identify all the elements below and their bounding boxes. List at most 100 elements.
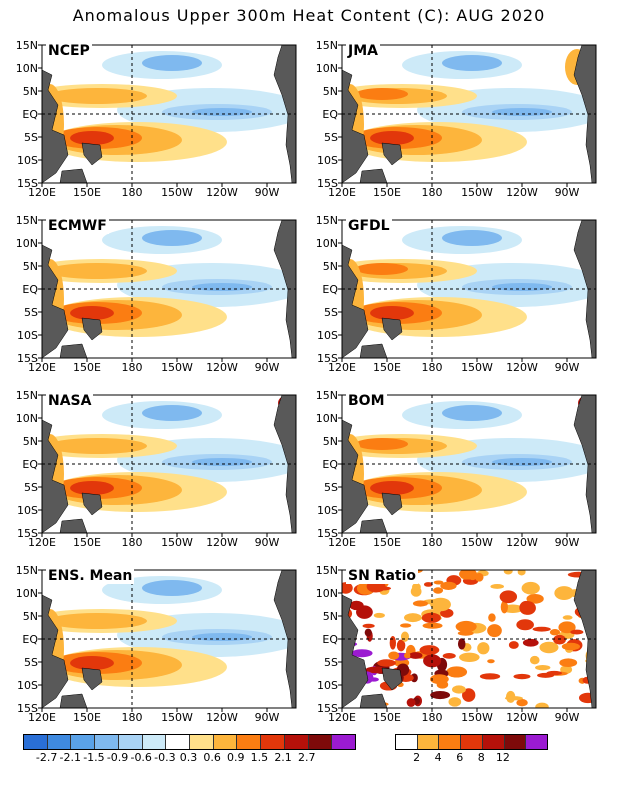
sn-ratio-patch	[516, 699, 528, 707]
colorbar-swatch	[332, 735, 356, 749]
warm-anomaly-core	[370, 481, 414, 495]
lat-tick-label: 10S	[17, 154, 38, 167]
sn-ratio-patch	[457, 638, 466, 650]
lon-tick-label: 90W	[554, 186, 580, 199]
lon-tick-label: 180	[121, 186, 143, 199]
warm-anomaly-area	[47, 263, 147, 279]
panel-title: GFDL	[346, 218, 392, 234]
map-panel: JMA 15N 10N 5N EQ 5S 10S 15S 120E 150E 180 150W 120W…	[300, 40, 600, 223]
sn-ratio-patch	[522, 638, 539, 647]
lon-tick-label: 150W	[461, 711, 493, 724]
lat-tick-label: 5S	[24, 306, 38, 319]
lat-tick-label: EQ	[322, 458, 338, 471]
colorbar-swatch	[47, 735, 72, 749]
anomaly-colorbar-bar	[23, 734, 356, 750]
lat-tick-label: EQ	[322, 283, 338, 296]
lon-tick-label: 180	[121, 536, 143, 549]
lon-tick-label: 150E	[373, 536, 401, 549]
lon-tick-label: 150E	[73, 186, 101, 199]
lon-tick-label: 150W	[161, 711, 193, 724]
lat-tick-label: 15S	[17, 352, 38, 365]
land-new-guinea	[81, 667, 103, 691]
sn-ratio-patch	[517, 570, 526, 576]
cool-anomaly-core	[442, 405, 502, 421]
map-panel: GFDL 15N 10N 5N EQ 5S 10S 15S 120E 150E 180 150W 120…	[300, 215, 600, 398]
panel-title: NCEP	[46, 43, 92, 59]
lat-tick-label: 15N	[315, 564, 338, 577]
lat-tick-label: EQ	[22, 283, 38, 296]
colorbar-swatch	[284, 735, 309, 749]
cool-anomaly-core	[192, 283, 252, 291]
land-australia	[359, 168, 388, 183]
lon-tick-label: 120E	[28, 361, 56, 374]
lon-tick-label: 120E	[328, 186, 356, 199]
panel-title: JMA	[346, 43, 380, 59]
sn-ratio-patch	[479, 673, 501, 680]
colorbar-swatch	[24, 735, 48, 749]
sn-ratio-patch	[490, 583, 504, 589]
sn-ratio-patch	[459, 652, 480, 662]
sn-ratio-patch	[389, 636, 397, 650]
lon-tick-label: 180	[421, 536, 443, 549]
sn-ratio-patch	[396, 639, 406, 652]
sn-ratio-patch	[410, 586, 422, 597]
lat-tick-label: 10N	[15, 62, 38, 75]
colorbar-label: -0.3	[154, 751, 176, 764]
figure-title: Anomalous Upper 300m Heat Content (C): A…	[72, 6, 546, 25]
lat-tick-label: 10N	[15, 237, 38, 250]
sn-ratio-patch	[388, 651, 400, 660]
map-panel: BOM 15N 10N 5N EQ 5S 10S 15S 120E 150E 180 150W 120W…	[300, 390, 600, 573]
land-americas	[573, 45, 596, 183]
colorbar-swatch	[237, 735, 262, 749]
lon-tick-label: 150W	[461, 186, 493, 199]
sn-ratio-patch	[529, 655, 540, 665]
lat-tick-label: 5S	[324, 131, 338, 144]
cool-anomaly-core	[192, 458, 252, 466]
sn-ratio-patch	[349, 600, 364, 611]
sn-ratio-patch	[459, 570, 477, 580]
land-new-guinea	[381, 142, 403, 166]
map-panel: NCEP 15N 10N 5N EQ 5S 10S 15S 120E 150E 180 150W 120…	[0, 40, 300, 223]
cool-anomaly-core	[142, 580, 202, 596]
sn-ratio-patch	[462, 688, 476, 702]
land-new-guinea	[81, 142, 103, 166]
lon-tick-label: 150W	[161, 536, 193, 549]
lon-tick-label: 150W	[461, 536, 493, 549]
lon-tick-label: 120W	[506, 536, 538, 549]
lat-tick-label: 15S	[317, 177, 338, 190]
sn-ratio-patch	[500, 600, 508, 614]
sn-ratio-patch	[562, 615, 573, 620]
colorbar-swatch	[95, 735, 119, 749]
land-west	[42, 419, 69, 533]
warm-anomaly-core	[356, 88, 408, 100]
lon-tick-label: 120W	[206, 536, 238, 549]
land-west	[42, 244, 69, 358]
map-panel: ECMWF 15N 10N 5N EQ 5S 10S 15S 120E 150E 180 150W 12…	[0, 215, 300, 398]
lon-tick-label: 180	[121, 361, 143, 374]
colorbar-swatch	[71, 735, 96, 749]
land-australia	[59, 343, 88, 358]
sn-ratio-patch	[433, 580, 444, 585]
lat-tick-label: 5N	[322, 260, 338, 273]
sn-ratio-patch	[430, 690, 451, 700]
colorbar-swatch	[482, 735, 505, 749]
lat-tick-label: 10S	[317, 154, 338, 167]
colorbar-swatch	[166, 735, 191, 749]
lat-tick-label: 15N	[315, 389, 338, 402]
colorbar-label: 4	[434, 751, 442, 764]
sn-ratio-patch	[430, 597, 451, 612]
lon-tick-label: 120W	[506, 361, 538, 374]
land-americas	[573, 570, 596, 708]
lon-tick-label: 120W	[206, 186, 238, 199]
lat-tick-label: 5S	[24, 656, 38, 669]
sn-ratio-patch	[559, 658, 578, 668]
lat-tick-label: 10N	[315, 587, 338, 600]
sn-ratio-patch	[373, 612, 385, 618]
lon-tick-label: 90W	[554, 536, 580, 549]
sn-ratio-colorbar-bar	[395, 734, 548, 750]
warm-anomaly-core	[370, 131, 414, 145]
lon-tick-label: 150E	[373, 186, 401, 199]
colorbar-swatch	[261, 735, 285, 749]
sn-ratio-patch	[342, 582, 353, 594]
land-new-guinea	[81, 492, 103, 516]
